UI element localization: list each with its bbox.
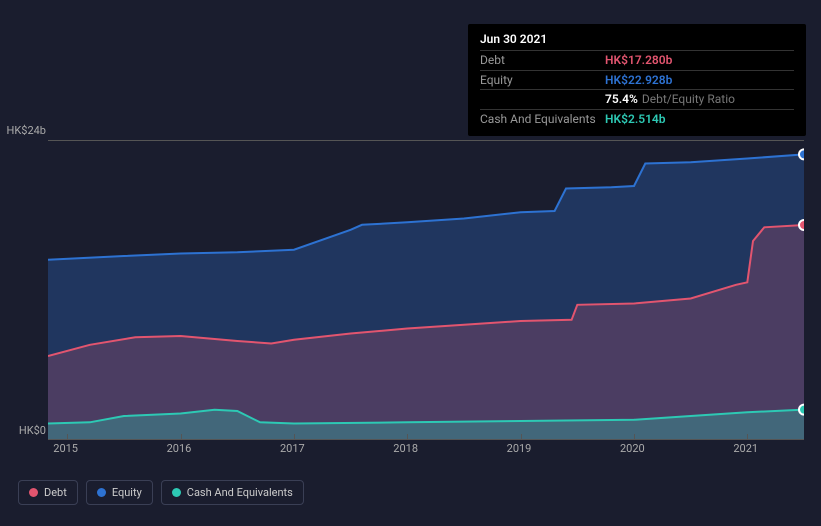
end-marker-equity [799,149,804,159]
legend-item-equity[interactable]: Equity [86,480,153,505]
end-marker-cash [799,405,804,415]
legend-label: Cash And Equivalents [187,486,293,499]
x-tick: 2018 [407,440,432,453]
x-tick: 2019 [521,440,546,453]
chart-tooltip: Jun 30 2021 Debt HK$17.280b Equity HK$22… [468,24,806,136]
legend-dot-icon [172,488,181,497]
legend-item-cash[interactable]: Cash And Equivalents [161,480,304,505]
tooltip-equity-label: Equity [480,73,605,87]
tooltip-cash-label: Cash And Equivalents [480,112,605,126]
tooltip-debt-value: HK$17.280b [605,53,672,67]
tooltip-row-equity: Equity HK$22.928b [480,70,794,89]
chart-legend: Debt Equity Cash And Equivalents [18,480,304,505]
tooltip-row-cash: Cash And Equivalents HK$2.514b [480,109,794,128]
legend-dot-icon [29,488,38,497]
legend-item-debt[interactable]: Debt [18,480,78,505]
tooltip-row-ratio: 75.4% Debt/Equity Ratio [480,89,794,108]
x-tick: 2016 [181,440,206,453]
tooltip-debt-label: Debt [480,53,605,67]
tooltip-ratio-value: 75.4% [605,92,642,106]
tooltip-ratio-label: Debt/Equity Ratio [642,92,735,106]
tooltip-date: Jun 30 2021 [480,32,794,50]
tooltip-cash-value: HK$2.514b [605,112,666,126]
y-axis-label-min: HK$0 [0,424,46,437]
tooltip-equity-value: HK$22.928b [605,73,672,87]
x-axis: 2015 2016 2017 2018 2019 2020 2021 [48,440,804,458]
legend-label: Debt [44,486,67,499]
x-tick: 2020 [634,440,659,453]
legend-label: Equity [112,486,142,499]
x-tick: 2015 [67,440,92,453]
y-axis-label-max: HK$24b [0,124,46,137]
legend-dot-icon [97,488,106,497]
end-marker-debt [799,220,804,230]
chart-plot[interactable] [48,140,804,440]
x-tick: 2021 [747,440,772,453]
tooltip-row-debt: Debt HK$17.280b [480,50,794,69]
x-tick: 2017 [294,440,319,453]
